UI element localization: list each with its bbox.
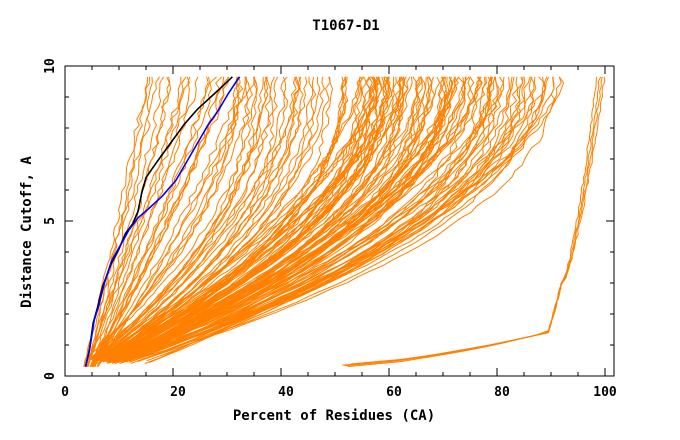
model-curve-dense (96, 76, 383, 359)
x-tick-label-40: 40 (278, 385, 294, 400)
model-curve-steep (86, 76, 187, 367)
model-curve-dense (101, 76, 413, 360)
y-tick-label-10: 10 (43, 58, 58, 74)
x-tick-label-80: 80 (494, 385, 510, 400)
model-curve-dense (119, 76, 456, 360)
model-curve-dense (121, 76, 482, 363)
highlight-curves (84, 76, 241, 367)
model-curve-mid (88, 76, 269, 360)
model-curve-mid (93, 76, 301, 359)
model-curve-dense (114, 76, 467, 364)
model-curve-dense (101, 76, 391, 362)
model-curve-mid (107, 76, 365, 360)
model-curve-steep (86, 76, 172, 367)
model-curve-dense (123, 76, 466, 362)
model-curve-steep (83, 76, 153, 367)
x-axis-label: Percent of Residues (CA) (233, 408, 435, 424)
model-curve-right (149, 76, 565, 364)
model-curve-dense (125, 76, 488, 361)
model-curve-steep (93, 76, 241, 367)
model-curve-dense (108, 76, 411, 363)
model-curve-right (129, 76, 535, 363)
model-curve-right (128, 76, 526, 359)
model-curve-steep (90, 76, 199, 367)
model-curve-steep (86, 76, 151, 367)
model-curve-right (136, 76, 548, 360)
model-curve-dense (100, 76, 405, 359)
x-tick-label-20: 20 (170, 385, 186, 400)
x-tick-label-0: 0 (61, 385, 69, 400)
x-axis-ticks (64, 66, 606, 376)
x-tick-label-100: 100 (593, 385, 617, 400)
model-curve-dense (99, 76, 403, 361)
model-curve-dense (123, 76, 483, 361)
model-curve-steep (86, 76, 182, 367)
model-curve-dense (97, 76, 397, 361)
model-curve-dense (130, 76, 493, 361)
model-curve-steep (88, 76, 160, 367)
model-curve-right (107, 76, 504, 362)
model-curve-mid (86, 76, 256, 364)
model-curve-right (150, 76, 562, 363)
model-curve-mid (93, 76, 257, 361)
model-curve-outlier (347, 76, 603, 368)
model-curve-steep (91, 76, 217, 367)
model-curve-mid (95, 76, 288, 361)
model-curve-right (126, 76, 513, 363)
model-curve-steep (89, 76, 190, 367)
highlight-curve-blue (84, 76, 241, 367)
y-axis-ticks (65, 65, 614, 377)
model-curve-right (107, 76, 505, 361)
model-curve-dense (111, 76, 420, 360)
y-tick-label-0: 0 (43, 372, 58, 380)
model-curve-steep (94, 76, 229, 367)
y-tick-label-5: 5 (43, 217, 58, 225)
model-curve-dense (116, 76, 441, 358)
chart-title: T1067-D1 (312, 18, 379, 34)
model-curve-right (141, 76, 556, 360)
y-axis-label: Distance Cutoff, A (19, 156, 35, 308)
model-curve-dense (117, 76, 481, 360)
model-curve-right (113, 76, 515, 363)
model-curve-outlier (350, 76, 606, 365)
model-curve-mid (86, 76, 258, 359)
model-curve-mid (96, 76, 308, 363)
model-curve-dense (125, 76, 496, 362)
model-curve-mid (91, 76, 241, 361)
model-curve-right (144, 76, 555, 364)
model-curves (83, 76, 606, 368)
x-tick-label-60: 60 (386, 385, 402, 400)
model-curve-mid (99, 76, 302, 363)
model-curve-mid (95, 76, 301, 359)
